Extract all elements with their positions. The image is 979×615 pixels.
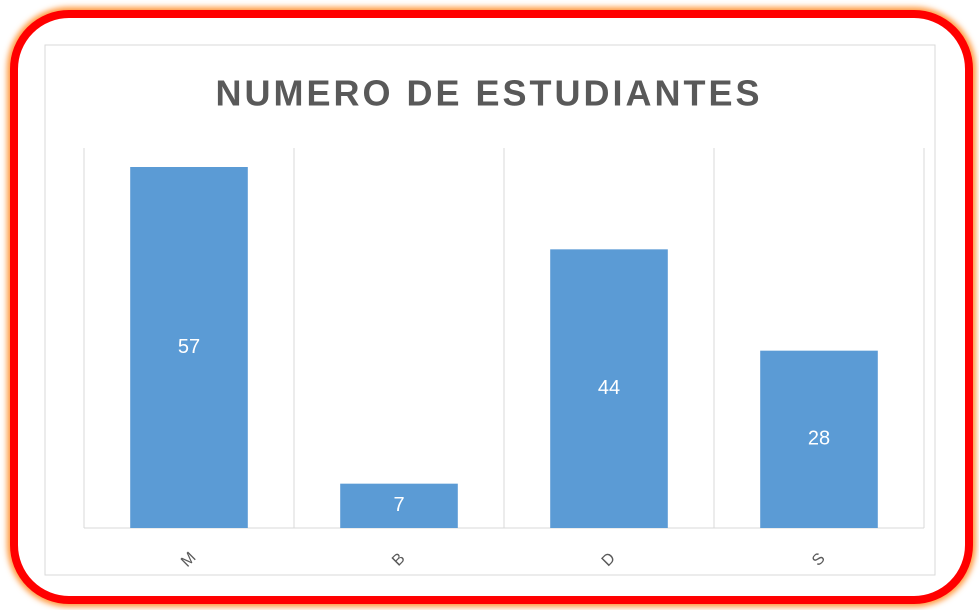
bar	[130, 167, 248, 528]
data-label: 7	[393, 494, 404, 516]
bar	[340, 483, 458, 528]
data-label: 28	[808, 428, 830, 450]
data-label: 57	[178, 336, 200, 358]
bar	[760, 350, 878, 528]
data-label: 44	[598, 377, 620, 399]
chart-title: NUMERO DE ESTUDIANTES	[215, 73, 762, 114]
bar	[550, 249, 668, 529]
